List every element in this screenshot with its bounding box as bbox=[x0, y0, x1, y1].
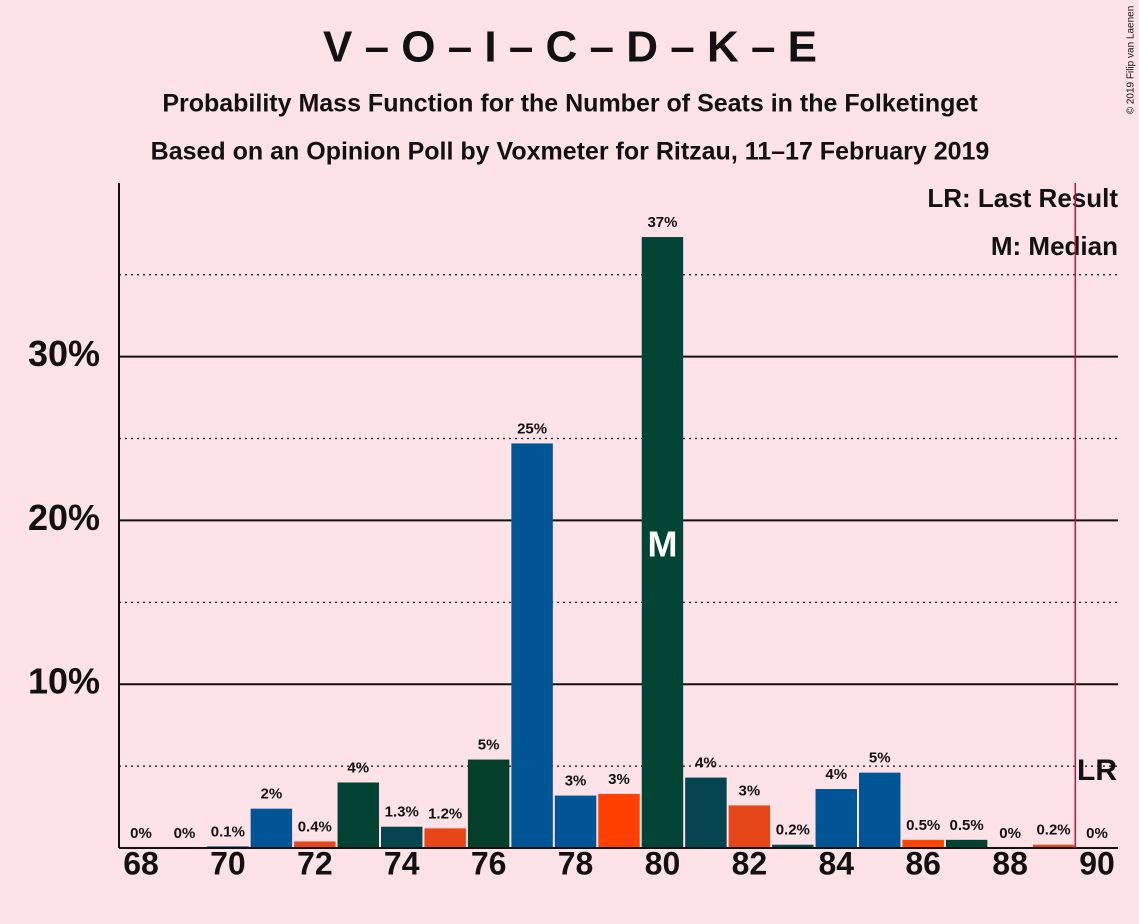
x-tick-label: 76 bbox=[471, 845, 507, 881]
x-tick-label: 80 bbox=[645, 845, 681, 881]
value-label: 5% bbox=[869, 750, 891, 767]
bar bbox=[815, 789, 857, 848]
x-tick-label: 84 bbox=[818, 845, 854, 881]
median-marker: M bbox=[647, 524, 677, 565]
copyright: © 2019 Filip van Laenen bbox=[1126, 6, 1137, 115]
value-label: 0.2% bbox=[776, 822, 810, 839]
bar bbox=[728, 805, 771, 848]
last-result-label: LR bbox=[1077, 754, 1117, 787]
value-label: 4% bbox=[825, 766, 847, 783]
bar bbox=[641, 237, 684, 848]
bar bbox=[381, 826, 423, 848]
x-tick-label: 70 bbox=[210, 845, 246, 881]
bar bbox=[945, 839, 988, 848]
bar bbox=[598, 793, 640, 848]
x-tick-label: 78 bbox=[558, 845, 594, 881]
value-label: 0% bbox=[174, 825, 196, 842]
value-label: 5% bbox=[478, 737, 500, 754]
value-label: 1.2% bbox=[428, 805, 462, 822]
value-label: 4% bbox=[695, 755, 717, 772]
x-tick-label: 68 bbox=[123, 845, 159, 881]
value-label: 3% bbox=[608, 771, 630, 788]
value-label: 0% bbox=[130, 825, 152, 842]
bar bbox=[424, 828, 466, 848]
legend-entry: LR: Last Result bbox=[927, 183, 1118, 213]
x-tick-label: 82 bbox=[732, 845, 768, 881]
value-label: 0.5% bbox=[906, 817, 940, 834]
x-tick-label: 72 bbox=[297, 845, 333, 881]
value-label: 0.4% bbox=[298, 818, 332, 835]
x-tick-label: 88 bbox=[992, 845, 1028, 881]
bar bbox=[554, 795, 597, 848]
value-label: 25% bbox=[517, 420, 547, 437]
y-tick-label: 20% bbox=[28, 497, 100, 538]
value-label: 0.5% bbox=[950, 817, 984, 834]
bar bbox=[337, 782, 379, 848]
y-tick-label: 10% bbox=[28, 661, 100, 702]
x-tick-label: 86 bbox=[905, 845, 941, 881]
chart-subtitle: Probability Mass Function for the Number… bbox=[162, 90, 978, 118]
value-label: 3% bbox=[565, 773, 587, 790]
bar bbox=[250, 808, 293, 848]
value-label: 2% bbox=[261, 786, 283, 803]
value-label: 0% bbox=[999, 825, 1021, 842]
y-tick-label: 30% bbox=[28, 333, 100, 374]
bar bbox=[902, 839, 944, 848]
x-tick-label: 90 bbox=[1079, 845, 1115, 881]
bar bbox=[685, 777, 727, 848]
bar bbox=[294, 841, 336, 848]
x-tick-label: 74 bbox=[384, 845, 420, 881]
chart-title: V – O – I – C – D – K – E bbox=[323, 23, 817, 72]
bar bbox=[859, 772, 901, 848]
bar bbox=[511, 443, 553, 848]
bar bbox=[1032, 844, 1075, 848]
chart-subtitle: Based on an Opinion Poll by Voxmeter for… bbox=[151, 138, 990, 166]
value-label: 0.2% bbox=[1036, 822, 1070, 839]
value-label: 3% bbox=[739, 782, 761, 799]
value-label: 1.3% bbox=[385, 804, 419, 821]
bar bbox=[467, 759, 510, 848]
bar bbox=[772, 844, 814, 848]
value-label: 0.1% bbox=[211, 823, 245, 840]
legend-entry: M: Median bbox=[991, 231, 1118, 261]
value-label: 0% bbox=[1086, 825, 1108, 842]
value-label: 4% bbox=[347, 759, 369, 776]
value-label: 37% bbox=[647, 214, 677, 231]
